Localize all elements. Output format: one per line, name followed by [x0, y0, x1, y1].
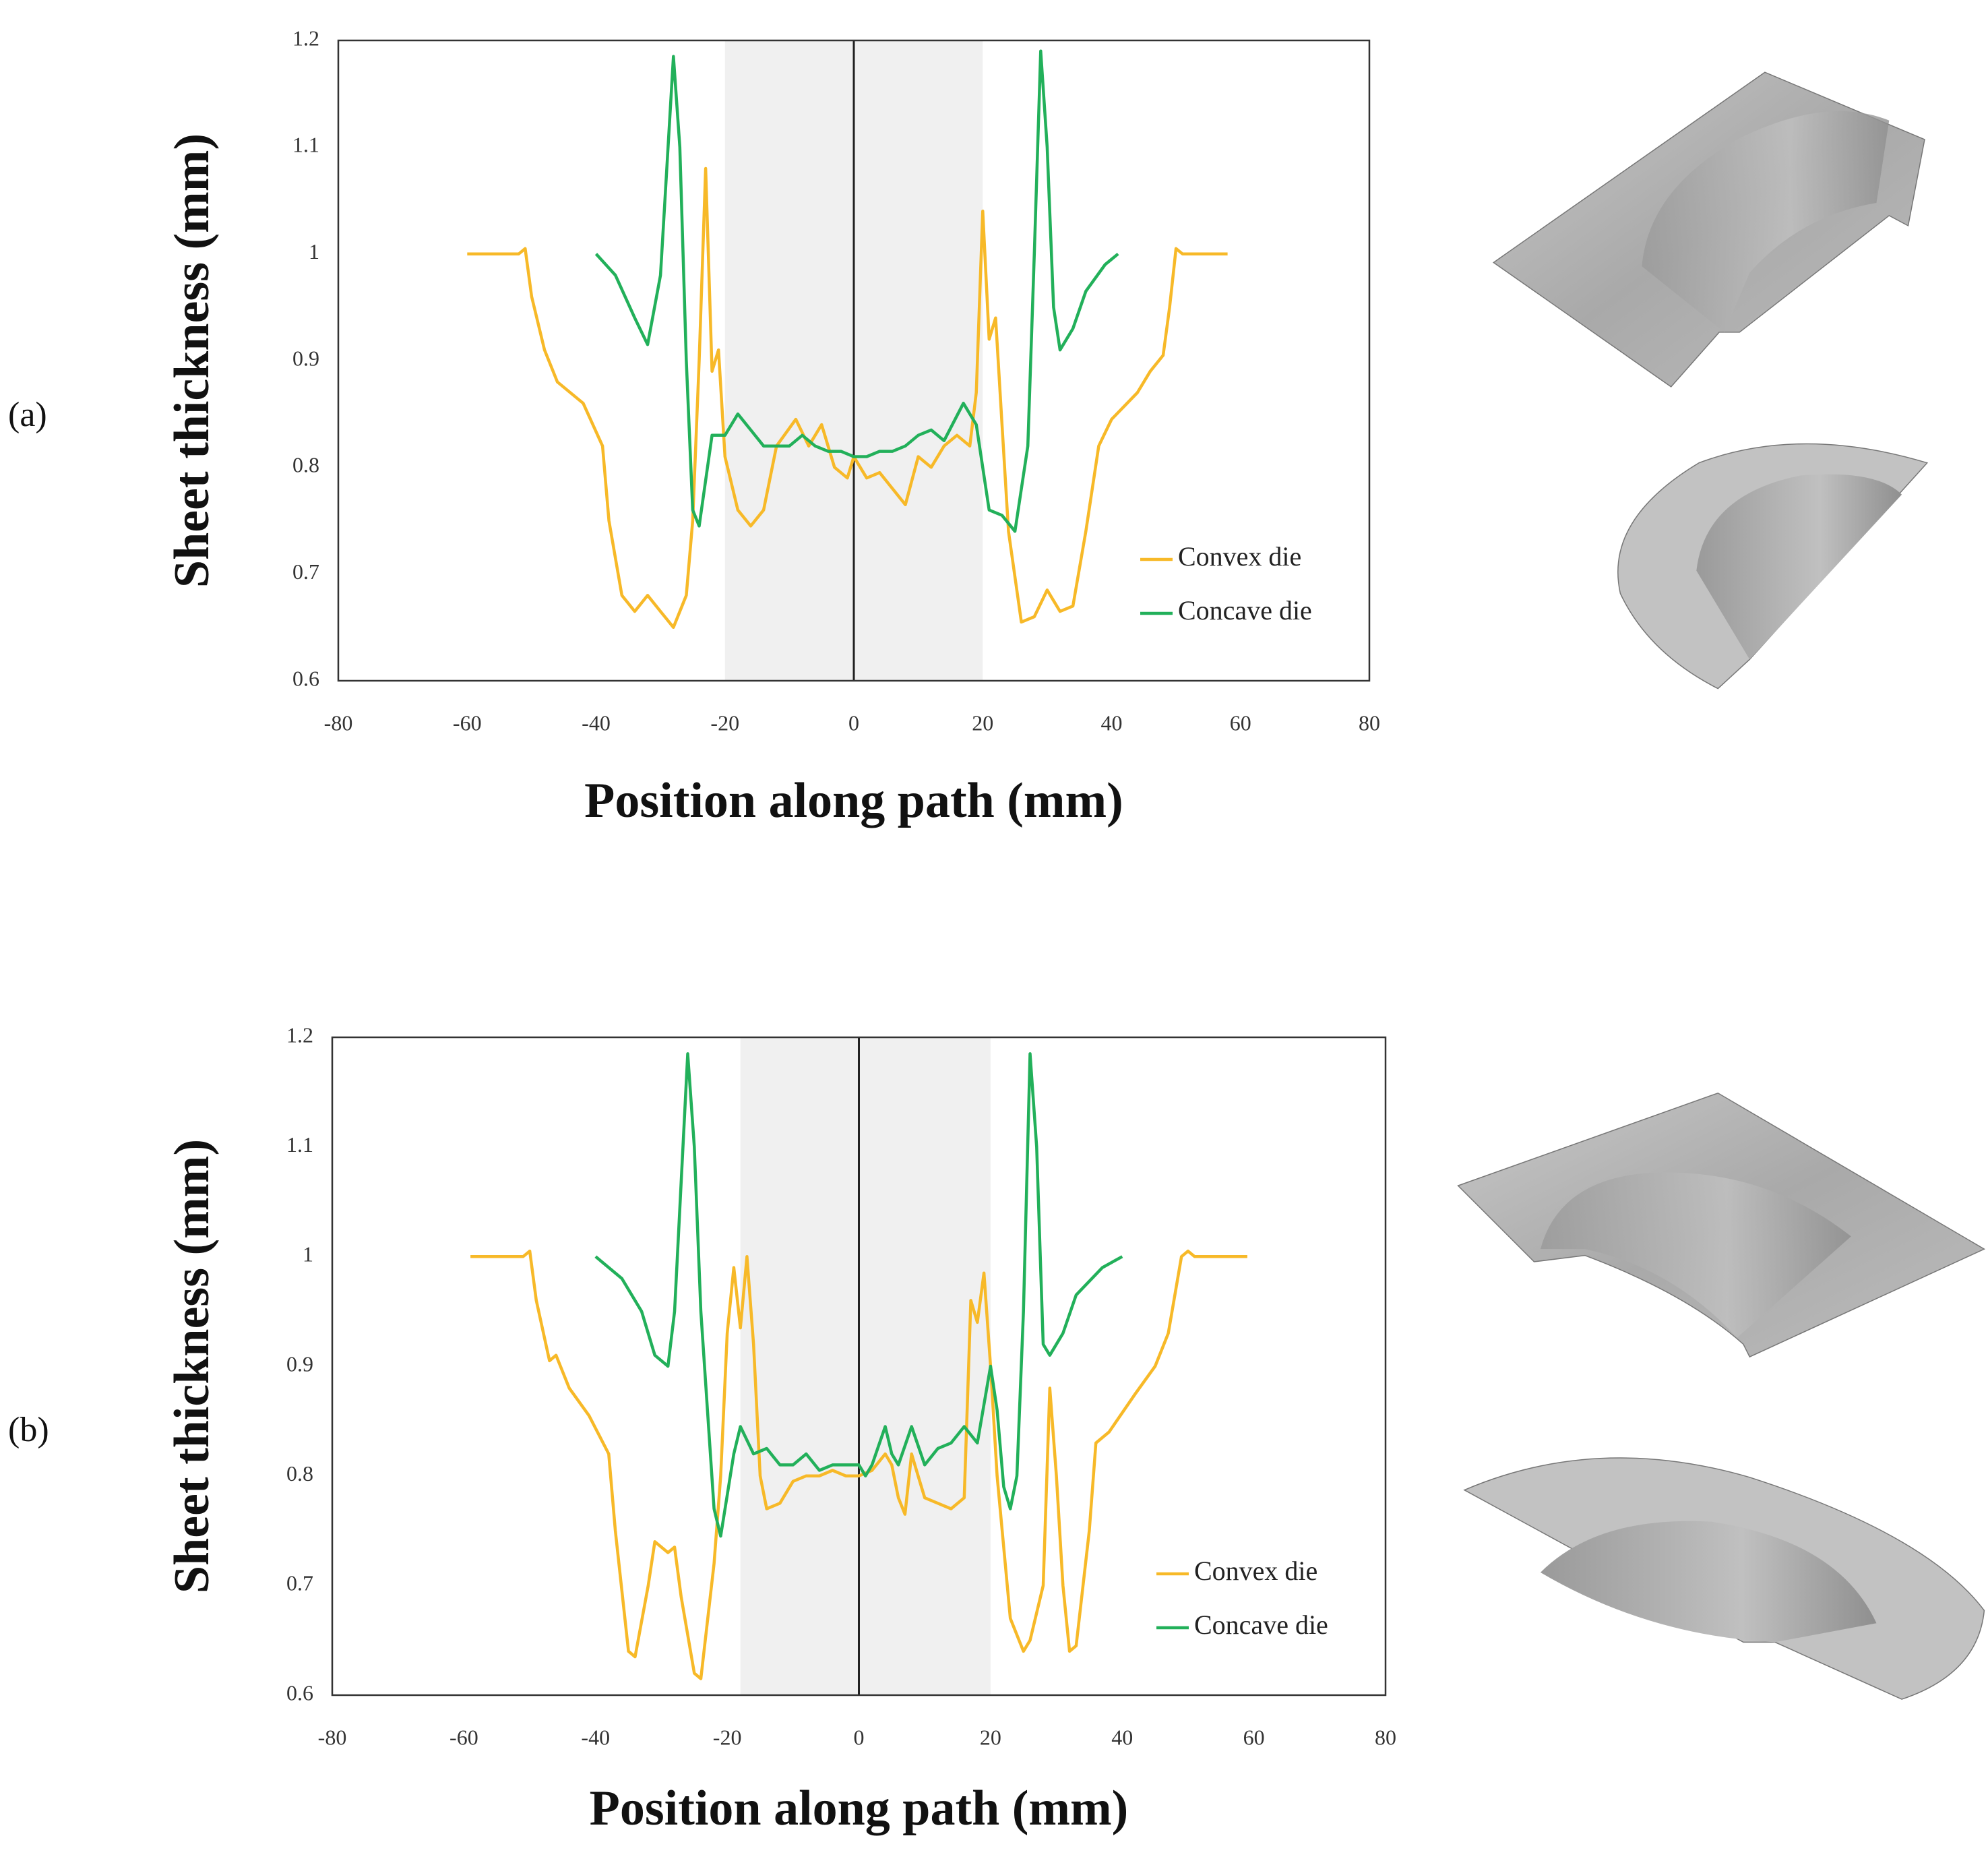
x-tick-label: 80 — [1375, 1725, 1396, 1749]
legend-label: Concave die — [1178, 595, 1312, 625]
y-tick-label: 1.1 — [292, 133, 319, 157]
x-tick-label: -40 — [582, 710, 611, 735]
x-tick-label: 40 — [1111, 1725, 1133, 1749]
y-tick-label: 0.6 — [292, 666, 319, 690]
x-tick-label: 60 — [1230, 710, 1251, 735]
part-shape — [1540, 1172, 1851, 1338]
part-shape — [1696, 474, 1902, 660]
x-tick-label: -80 — [324, 710, 353, 735]
y-tick-label: 1.1 — [286, 1132, 313, 1157]
x-tick-label: 80 — [1359, 710, 1380, 735]
y-tick-label: 1.2 — [292, 26, 319, 50]
series-line — [594, 49, 1119, 533]
part-images — [1457, 71, 1986, 1700]
x-tick-label: -20 — [710, 710, 739, 735]
x-tick-label: 20 — [972, 710, 993, 735]
x-tick-label: 60 — [1243, 1725, 1265, 1749]
x-tick-label: 0 — [854, 1725, 865, 1749]
part-shape — [1540, 1521, 1877, 1643]
x-tick-label: 20 — [980, 1725, 1001, 1749]
x-axis-title: Position along path (mm) — [584, 773, 1123, 828]
panel-label: (a) — [8, 396, 47, 434]
x-tick-label: 0 — [848, 710, 859, 735]
y-tick-label: 0.8 — [286, 1461, 313, 1486]
y-tick-label: 1 — [309, 239, 319, 264]
y-tick-label: 0.8 — [292, 453, 319, 477]
x-tick-label: -60 — [449, 1725, 478, 1749]
plot-frame — [331, 1036, 1387, 1696]
y-tick-label: 0.7 — [292, 559, 319, 584]
shaded-region — [740, 1037, 991, 1695]
x-tick-label: 40 — [1101, 710, 1123, 735]
y-tick-label: 0.7 — [286, 1571, 313, 1595]
x-tick-label: -80 — [318, 1725, 347, 1749]
part-shape — [1642, 111, 1890, 332]
x-tick-label: -40 — [581, 1725, 610, 1749]
y-axis-title: Sheet thickness (mm) — [164, 1139, 220, 1593]
x-tick-label: -60 — [453, 710, 482, 735]
panel-label: (b) — [8, 1411, 49, 1449]
y-tick-label: 1.2 — [286, 1022, 313, 1047]
x-axis-title: Position along path (mm) — [590, 1781, 1129, 1836]
y-tick-label: 1 — [303, 1242, 313, 1266]
y-axis-title: Sheet thickness (mm) — [164, 133, 220, 588]
legend-label: Convex die — [1178, 541, 1301, 572]
legend-label: Concave die — [1194, 1610, 1328, 1640]
plot-frame — [337, 39, 1371, 682]
series-line — [594, 1052, 1123, 1538]
y-tick-label: 0.6 — [286, 1680, 313, 1705]
y-tick-label: 0.9 — [292, 346, 319, 370]
x-tick-label: -20 — [713, 1725, 742, 1749]
y-tick-label: 0.9 — [286, 1351, 313, 1376]
legend-label: Convex die — [1194, 1556, 1317, 1586]
